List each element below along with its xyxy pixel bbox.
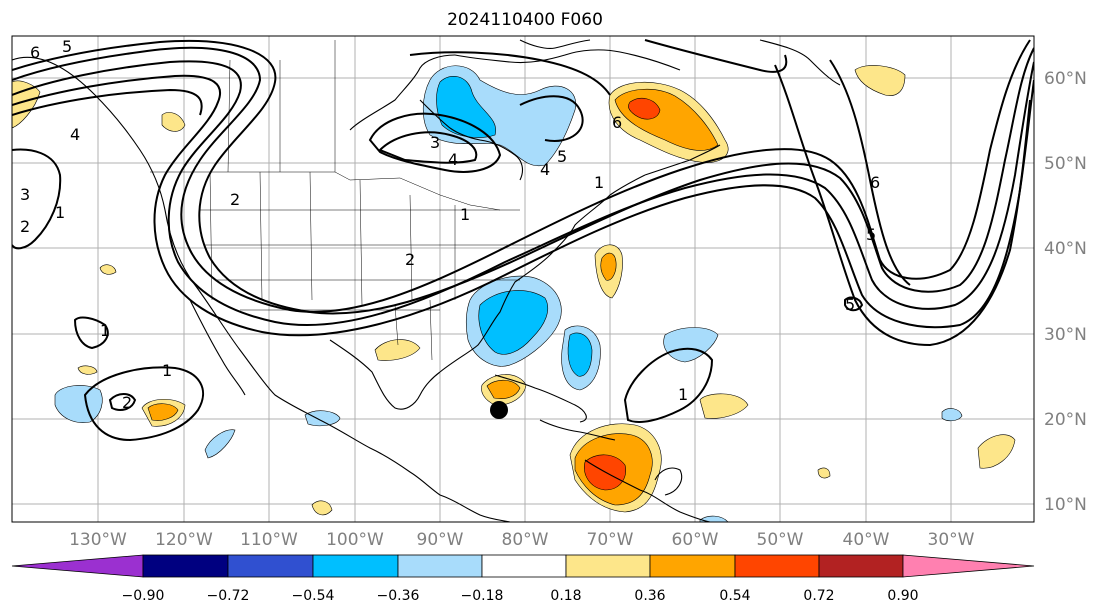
lat-label: 50°N (1044, 154, 1087, 174)
contour-label: 5 (866, 225, 876, 244)
latitude-labels: 60°N 50°N 40°N 30°N 20°N 10°N (1044, 69, 1087, 515)
lat-label: 10°N (1044, 495, 1087, 515)
colorbar-bin (397, 554, 483, 578)
anomaly-small-4 (817, 467, 831, 479)
colorbar-tick: −0.72 (207, 588, 250, 604)
lon-label: 60°W (672, 530, 719, 550)
contour-label: 5 (557, 147, 567, 166)
lon-label: 50°W (757, 530, 804, 550)
map-frame (11, 35, 1035, 523)
lat-label: 60°N (1044, 69, 1087, 89)
colorbar-ticks: −0.90 −0.72 −0.54 −0.36 −0.18 0.18 0.36 … (122, 588, 919, 604)
anomaly-hudson-core (436, 75, 496, 138)
anomaly-atl-n (854, 65, 906, 96)
anomaly-epac (204, 429, 236, 459)
contour-label: 2 (20, 217, 30, 236)
lon-label: 110°W (240, 530, 298, 550)
colorbar-tick: 0.18 (550, 588, 581, 604)
colorbar-bin (481, 554, 567, 578)
longitude-labels: 130°W 120°W 110°W 100°W 90°W 80°W 70°W 6… (69, 530, 975, 550)
contour-label: 3 (20, 185, 30, 204)
contours (12, 39, 1034, 442)
map-title: 2024110400 F060 (447, 10, 603, 30)
anomaly-mexico (304, 410, 341, 427)
storm-center-marker (490, 401, 508, 419)
colorbar-bin (312, 554, 399, 578)
contour-label: 2 (405, 250, 415, 269)
lat-label: 40°N (1044, 239, 1087, 259)
anomaly-npac (161, 112, 186, 132)
lon-label: 40°W (843, 530, 890, 550)
positive-anomalies (12, 65, 1016, 516)
lon-label: 90°W (417, 530, 464, 550)
anomaly-sa (699, 515, 729, 522)
negative-anomalies (54, 65, 963, 522)
anomaly-pacific (54, 385, 103, 423)
contour-label: 6 (870, 173, 880, 192)
lon-label: 120°W (155, 530, 213, 550)
colorbar-max-arrow (902, 554, 1035, 578)
colorbar-tick: −0.18 (461, 588, 504, 604)
colorbar-tick: 0.36 (634, 588, 665, 604)
colorbar-min-arrow (11, 554, 144, 578)
anomaly-cuba-core (486, 379, 521, 399)
anomaly-small-1 (99, 264, 117, 275)
anomaly-atl-3 (699, 393, 749, 419)
anomaly-small-3 (311, 500, 333, 516)
colorbar-tick: −0.36 (377, 588, 420, 604)
contour-label: 5 (845, 295, 855, 314)
colorbar-tick: −0.54 (292, 588, 335, 604)
colorbar-tick: 0.54 (719, 588, 750, 604)
contour-label: 1 (162, 361, 172, 380)
colorbar-bin (227, 554, 314, 578)
contour-label: 4 (70, 125, 80, 144)
colorbar-bin (734, 554, 820, 578)
colorbar-bin (142, 554, 229, 578)
map-area (12, 36, 1034, 522)
contour-label: 4 (448, 150, 458, 169)
colorbar-bin (649, 554, 736, 578)
contour-label: 3 (430, 133, 440, 152)
anomaly-east-atl (941, 408, 963, 422)
anomaly-atlantic-1-core (567, 332, 593, 377)
lon-label: 80°W (502, 530, 549, 550)
contour-label: 5 (62, 37, 72, 56)
contour-label: 1 (594, 173, 604, 192)
colorbar (11, 554, 1035, 578)
lon-label: 30°W (928, 530, 975, 550)
anomaly-se-us-core (478, 290, 549, 355)
colorbar-bin (565, 554, 651, 578)
contour-label: 6 (30, 43, 40, 62)
anomaly-gulf (374, 339, 421, 361)
lat-label: 20°N (1044, 410, 1087, 430)
lat-label: 30°N (1044, 325, 1087, 345)
colorbar-tick: 0.90 (887, 588, 918, 604)
anomaly-e-atl (977, 434, 1016, 469)
lon-label: 70°W (587, 530, 634, 550)
contour-label: 4 (540, 160, 550, 179)
contour-label: 1 (55, 203, 65, 222)
contour-labels: 6 5 4 3 4 5 4 6 1 2 1 1 2 3 2 1 1 2 1 6 … (20, 37, 880, 412)
anomaly-pac-2-core (147, 403, 179, 421)
anomaly-small-2 (77, 365, 98, 375)
contour-label: 6 (612, 113, 622, 132)
anomaly-nc-core (600, 252, 617, 281)
political-borders (150, 40, 540, 361)
contour-label: 1 (460, 205, 470, 224)
colorbar-tick: 0.72 (803, 588, 834, 604)
lon-label: 100°W (326, 530, 384, 550)
contour-label: 1 (678, 385, 688, 404)
lon-label: 130°W (69, 530, 127, 550)
anomaly-labrador-core (628, 97, 661, 120)
contour-label: 2 (122, 393, 132, 412)
colorbar-bin (818, 554, 904, 578)
colorbar-tick: −0.90 (122, 588, 165, 604)
contour-label: 2 (230, 190, 240, 209)
contour-label: 1 (100, 321, 110, 340)
